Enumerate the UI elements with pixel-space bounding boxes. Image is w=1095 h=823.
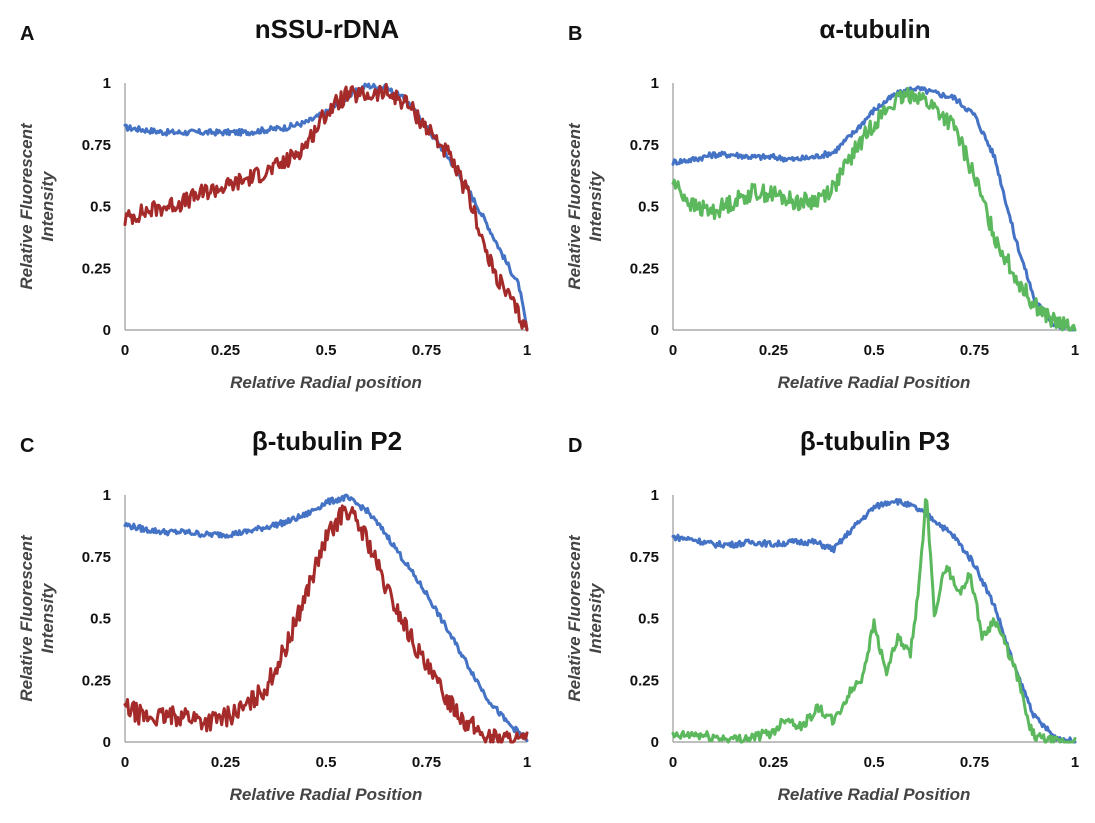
y-tick-label: 0.5 bbox=[638, 611, 659, 628]
x-tick-label: 0 bbox=[669, 754, 677, 771]
x-tick-label: 1 bbox=[523, 342, 531, 359]
panel-letter: D bbox=[568, 435, 582, 457]
y-tick-label: 0.25 bbox=[630, 260, 659, 277]
chart-title: α-tubulin bbox=[819, 14, 930, 44]
series-line-1 bbox=[123, 493, 529, 743]
x-axis-label: Relative Radial Position bbox=[778, 373, 971, 392]
y-tick-label: 0.5 bbox=[638, 199, 659, 216]
x-tick-label: 0.25 bbox=[759, 342, 788, 359]
x-tick-label: 0.5 bbox=[316, 342, 337, 359]
x-tick-label: 0.5 bbox=[316, 754, 337, 771]
x-tick-label: 0.5 bbox=[864, 342, 885, 359]
series-line-2 bbox=[123, 504, 529, 744]
y-axis-label-line: Relative Fluorescent bbox=[17, 534, 36, 702]
series-line-2 bbox=[671, 498, 1077, 744]
y-tick-label: 1 bbox=[103, 75, 111, 92]
y-tick-label: 0.75 bbox=[82, 549, 111, 566]
y-axis-label-line: Intensity bbox=[586, 170, 605, 241]
x-tick-label: 0.75 bbox=[960, 754, 989, 771]
series-line-1 bbox=[671, 85, 1077, 332]
y-tick-label: 0.5 bbox=[90, 199, 111, 216]
y-axis-label-line: Intensity bbox=[38, 170, 57, 241]
x-tick-label: 1 bbox=[1071, 342, 1079, 359]
panel-letter: A bbox=[20, 23, 34, 45]
x-tick-label: 0.25 bbox=[759, 754, 788, 771]
y-tick-label: 1 bbox=[651, 75, 659, 92]
y-tick-label: 0 bbox=[103, 322, 111, 339]
x-tick-label: 0.25 bbox=[211, 342, 240, 359]
chart-title: β-tubulin P2 bbox=[252, 426, 402, 456]
panel-letter: B bbox=[568, 23, 582, 45]
y-tick-label: 0.25 bbox=[630, 672, 659, 689]
y-axis-label: Relative Fluorescent Intensity bbox=[565, 122, 605, 290]
y-tick-label: 0.5 bbox=[90, 611, 111, 628]
y-tick-label: 0.75 bbox=[82, 137, 111, 154]
series-line-2 bbox=[671, 86, 1077, 332]
panel-letter: C bbox=[20, 435, 34, 457]
x-tick-label: 0.25 bbox=[211, 754, 240, 771]
x-tick-label: 0.75 bbox=[412, 342, 441, 359]
y-tick-label: 0 bbox=[651, 734, 659, 751]
y-tick-label: 0.25 bbox=[82, 260, 111, 277]
y-tick-label: 0.75 bbox=[630, 549, 659, 566]
x-tick-label: 0 bbox=[121, 754, 129, 771]
y-axis-label: Relative Fluorescent Intensity bbox=[17, 122, 57, 290]
chart-title: nSSU-rDNA bbox=[255, 14, 400, 44]
y-tick-label: 0.75 bbox=[630, 137, 659, 154]
x-tick-label: 0 bbox=[669, 342, 677, 359]
y-axis-label: Relative Fluorescent Intensity bbox=[17, 534, 57, 702]
y-tick-label: 0 bbox=[103, 734, 111, 751]
y-axis-label-line: Relative Fluorescent bbox=[565, 122, 584, 290]
series-line-2 bbox=[123, 82, 529, 332]
x-axis-label: Relative Radial Position bbox=[230, 785, 423, 804]
x-tick-label: 0.75 bbox=[960, 342, 989, 359]
y-axis-label-line: Intensity bbox=[38, 582, 57, 653]
x-axis-label: Relative Radial position bbox=[230, 373, 422, 392]
y-axis-label-line: Intensity bbox=[586, 582, 605, 653]
chart-title: β-tubulin P3 bbox=[800, 426, 950, 456]
x-axis-label: Relative Radial Position bbox=[778, 785, 971, 804]
x-tick-label: 0 bbox=[121, 342, 129, 359]
y-axis-label-line: Relative Fluorescent bbox=[17, 122, 36, 290]
y-tick-label: 1 bbox=[651, 487, 659, 504]
x-tick-label: 0.75 bbox=[412, 754, 441, 771]
y-tick-label: 0 bbox=[651, 322, 659, 339]
y-tick-label: 0.25 bbox=[82, 672, 111, 689]
x-tick-label: 1 bbox=[1071, 754, 1079, 771]
x-tick-label: 1 bbox=[523, 754, 531, 771]
y-axis-label-line: Relative Fluorescent bbox=[565, 534, 584, 702]
x-tick-label: 0.5 bbox=[864, 754, 885, 771]
y-tick-label: 1 bbox=[103, 487, 111, 504]
y-axis-label: Relative Fluorescent Intensity bbox=[565, 534, 605, 702]
